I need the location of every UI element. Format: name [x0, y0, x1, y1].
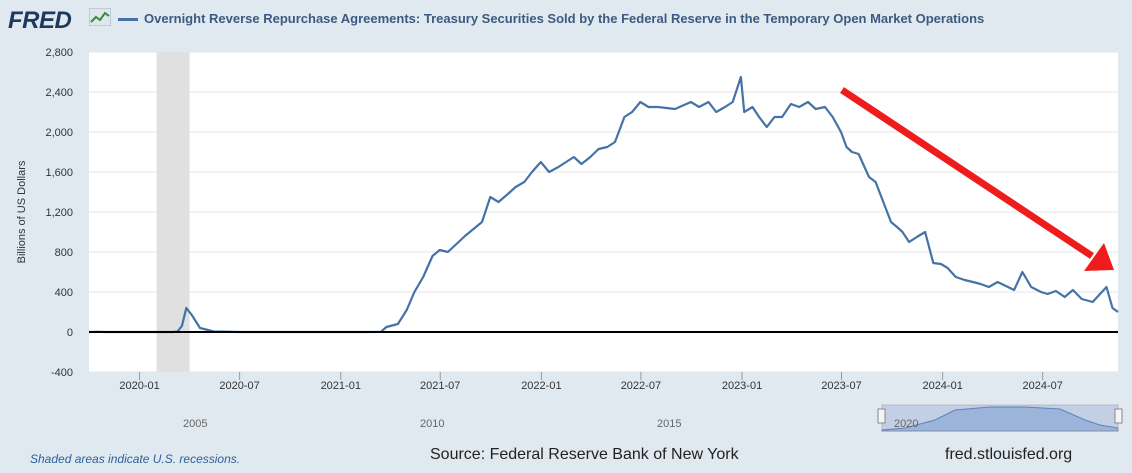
x-tick-label: 2024-01	[922, 380, 962, 392]
recession-note: Shaded areas indicate U.S. recessions.	[30, 452, 241, 466]
y-tick-label: -400	[51, 367, 73, 379]
navigator-year-label: 2005	[183, 418, 207, 430]
y-tick-label: 1,200	[45, 207, 73, 219]
y-tick-label: 2,000	[45, 127, 73, 139]
fred-logo-graph-icon	[89, 8, 111, 26]
x-tick-label: 2022-07	[621, 380, 661, 392]
recession-shading	[156, 52, 190, 372]
recession-band	[156, 52, 190, 372]
navigator-year-label: 2015	[657, 418, 681, 430]
fred-logo[interactable]: FRED	[8, 7, 72, 34]
y-tick-label: 0	[67, 327, 73, 339]
chart: -400 0 400 800 1,200 1,600 2,000 2,400 2,800 202…	[16, 47, 1123, 432]
x-tick-label: 2024-07	[1023, 380, 1063, 392]
x-tick-label: 2020-07	[219, 380, 259, 392]
navigator-right-handle[interactable]	[1114, 408, 1123, 424]
y-tick-label: 2,400	[45, 87, 73, 99]
x-tick-label: 2022-01	[521, 380, 561, 392]
y-tick-label: 1,600	[45, 167, 73, 179]
y-axis: -400 0 400 800 1,200 1,600 2,000 2,400 2,800	[45, 47, 73, 379]
source-text: Source: Federal Reserve Bank of New York	[430, 446, 739, 463]
series-line	[88, 75, 1119, 334]
fred-url-link[interactable]: fred.stlouisfed.org	[945, 446, 1073, 463]
navigator-left-handle[interactable]	[877, 408, 886, 424]
x-axis: 2020-01 2020-07 2021-01 2021-07 2022-01 2022-…	[119, 372, 1063, 392]
x-tick-label: 2023-07	[821, 380, 861, 392]
legend-series-swatch	[118, 18, 138, 21]
navigator-year-label: 2010	[420, 418, 444, 430]
chart-header: FRED Overnight Reverse Repurchase Agreem…	[0, 0, 1132, 40]
range-navigator[interactable]: 2005 2010 2015 2020	[89, 404, 1123, 432]
navigator-selected-range[interactable]	[881, 404, 1119, 432]
series-line-path	[88, 75, 1119, 334]
x-tick-label: 2023-01	[722, 380, 762, 392]
navigator-year-label: 2020	[894, 418, 918, 430]
y-tick-label: 800	[55, 247, 73, 259]
x-tick-label: 2020-01	[119, 380, 159, 392]
x-tick-label: 2021-07	[420, 380, 460, 392]
red-arrow	[840, 87, 1114, 271]
x-tick-label: 2021-01	[321, 380, 361, 392]
chart-title: Overnight Reverse Repurchase Agreements:…	[144, 11, 985, 26]
y-tick-label: 400	[55, 287, 73, 299]
y-tick-label: 2,800	[45, 47, 73, 59]
y-axis-label: Billions of US Dollars	[16, 160, 28, 263]
